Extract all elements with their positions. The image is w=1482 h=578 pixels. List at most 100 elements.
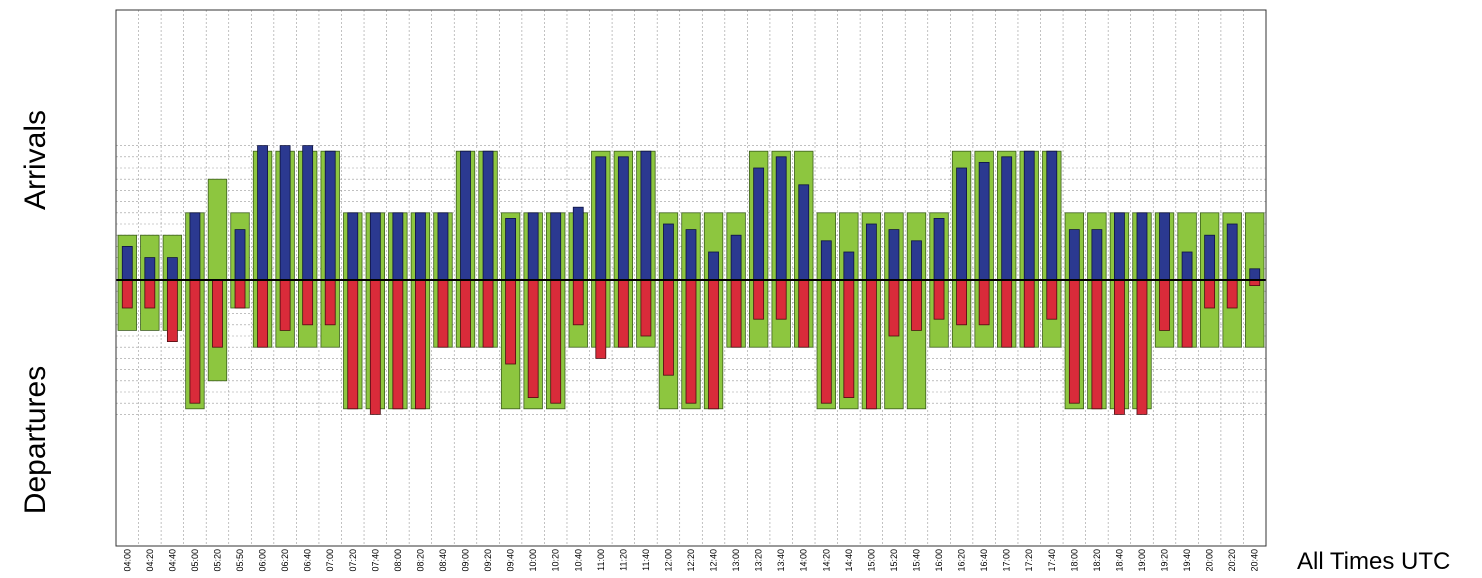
x-tick-label: 08:20 (415, 549, 425, 572)
x-tick-label: 19:20 (1160, 549, 1170, 572)
arrivals-bar (460, 150, 471, 281)
departures-bar (460, 279, 471, 348)
departures-bar (415, 279, 426, 410)
arrivals-bar (189, 212, 201, 281)
x-tick-label: 20:40 (1250, 549, 1260, 572)
departures-bar (595, 279, 607, 359)
arrivals-bar (1023, 150, 1035, 281)
x-tick-label: 14:40 (844, 549, 854, 572)
departures-bar (166, 279, 178, 342)
x-tick-label: 11:40 (641, 549, 651, 571)
x-tick-label: 18:20 (1092, 549, 1102, 572)
departures-bar (1068, 279, 1080, 404)
departures-bar (843, 279, 855, 398)
x-tick-label: 12:40 (709, 549, 719, 572)
departures-bar (775, 279, 787, 320)
arrivals-bar (1068, 229, 1080, 281)
x-tick-label: 05:20 (212, 549, 222, 572)
x-tick-label: 11:00 (596, 549, 606, 571)
arrivals-bar (144, 257, 156, 281)
departures-bar (1159, 279, 1170, 331)
arrivals-bar (1046, 150, 1058, 281)
departures-bar (437, 279, 449, 348)
x-tick-label: 14:00 (799, 549, 809, 572)
y-axis-label-arrivals: Arrivals (19, 110, 52, 210)
x-tick-label: 13:40 (776, 549, 786, 572)
arrivals-bar (1181, 251, 1193, 281)
arrivals-bar (708, 251, 719, 281)
departures-bar (189, 279, 201, 404)
departures-bar (279, 279, 291, 331)
arrivals-bar (1001, 156, 1013, 281)
arrivals-bar (888, 229, 900, 281)
grid-lines (115, 10, 1267, 546)
departures-bar (865, 279, 877, 410)
arrivals-bar (234, 229, 246, 281)
arrivals-bar (347, 212, 359, 281)
departures-bar (347, 279, 359, 410)
departures-bar (685, 279, 697, 404)
arrivals-bar (302, 145, 314, 281)
x-tick-label: 17:40 (1047, 549, 1057, 572)
y-axis-label-departures: Departures (19, 366, 52, 514)
departures-bar (708, 279, 719, 410)
arrivals-bar (1114, 212, 1125, 281)
departures-bar (663, 279, 674, 376)
departures-bar (1091, 279, 1103, 410)
x-tick-label: 16:40 (979, 549, 989, 572)
x-tick-label: 13:20 (754, 549, 764, 572)
arrivals-bar (166, 257, 178, 281)
x-tick-label: 12:20 (686, 549, 696, 572)
arrivals-bar (595, 156, 607, 281)
arrivals-bar (437, 212, 449, 281)
departures-bar (369, 279, 381, 415)
departures-bar (978, 279, 990, 326)
arrivals-bar (685, 229, 697, 281)
departures-bar (1001, 279, 1013, 348)
departures-bar (505, 279, 517, 365)
x-tick-label: 12:00 (663, 549, 673, 572)
arrivals-bar (820, 240, 832, 281)
departures-bar (1181, 279, 1193, 348)
arrivals-bar (730, 234, 742, 281)
arrivals-bar (505, 217, 517, 281)
arrivals-bar (1159, 212, 1170, 281)
departures-bar (911, 279, 922, 331)
x-tick-label: 15:20 (889, 549, 899, 572)
bar-marks (117, 145, 1265, 415)
departures-bar (730, 279, 742, 348)
departures-bar (640, 279, 652, 337)
departures-bar (617, 279, 629, 348)
x-tick-label: 13:00 (731, 549, 741, 572)
x-tick-labels: 04:00 04:20 04:40 05:00 05:20 05:50 06:00 06:20… (122, 549, 1259, 572)
arrivals-bar (1226, 223, 1238, 281)
departures-bar (933, 279, 945, 320)
x-tick-label: 10:40 (573, 549, 583, 572)
departures-bar (820, 279, 832, 404)
arrivals-bar (121, 245, 133, 281)
arrivals-bar (572, 206, 584, 281)
arrivals-bar (978, 161, 990, 281)
x-tick-label: 16:00 (934, 549, 944, 572)
x-axis-label: All Times UTC (1297, 548, 1450, 575)
departures-bar (1046, 279, 1058, 320)
arrivals-bar (369, 212, 381, 281)
arrivals-bar (640, 150, 652, 281)
x-tick-label: 04:20 (145, 549, 155, 572)
arrivals-bar (482, 150, 494, 281)
departures-bar (888, 279, 900, 337)
x-tick-label: 10:20 (551, 549, 561, 572)
x-tick-label: 07:20 (348, 549, 358, 572)
arrivals-bar (257, 145, 268, 281)
x-tick-label: 09:40 (506, 549, 516, 572)
arrivals-bar (911, 240, 922, 281)
departures-bar (956, 279, 967, 326)
arrivals-bar (617, 156, 629, 281)
x-tick-label: 06:00 (258, 549, 268, 572)
departures-bar (121, 279, 133, 309)
departures-bar (302, 279, 314, 326)
arrivals-bar (392, 212, 404, 281)
x-tick-label: 07:40 (370, 549, 380, 572)
arrivals-bar (1204, 234, 1216, 281)
